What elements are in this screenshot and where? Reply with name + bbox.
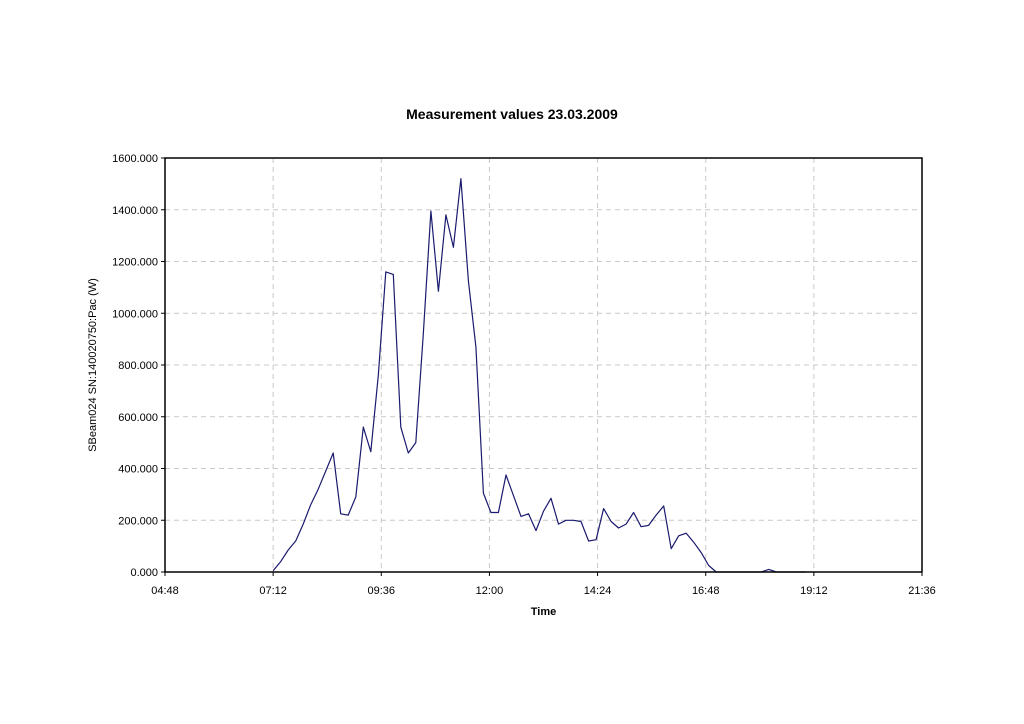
y-tick-label: 400.000 <box>118 464 158 476</box>
x-tick-label: 04:48 <box>151 585 179 597</box>
x-axis-title: Time <box>531 606 556 618</box>
x-tick-label: 16:48 <box>692 585 720 597</box>
x-tick-label: 07:12 <box>259 585 287 597</box>
y-tick-label: 1400.000 <box>112 205 158 217</box>
y-tick-label: 800.000 <box>118 360 158 372</box>
x-tick-label: 19:12 <box>800 585 828 597</box>
chart-title: Measurement values 23.03.2009 <box>406 106 618 122</box>
series-line-0 <box>272 178 807 573</box>
x-tick-label: 12:00 <box>476 585 504 597</box>
y-tick-label: 200.000 <box>118 515 158 527</box>
x-tick-label: 21:36 <box>908 585 936 597</box>
x-tick-label: 14:24 <box>584 585 612 597</box>
y-tick-label: 1000.000 <box>112 308 158 320</box>
y-tick-label: 0.000 <box>130 567 158 579</box>
x-tick-label: 09:36 <box>368 585 396 597</box>
y-axis-title: SBeam024 SN:140020750:Pac (W) <box>87 278 99 452</box>
y-tick-label: 1600.000 <box>112 153 158 165</box>
tick-labels: 0.000 200.000 400.000 600.000 800.000 1000.00… <box>112 153 936 597</box>
y-tick-label: 600.000 <box>118 412 158 424</box>
y-tick-label: 1200.000 <box>112 257 158 269</box>
plot-layer <box>272 178 807 573</box>
gridlines <box>165 158 922 572</box>
